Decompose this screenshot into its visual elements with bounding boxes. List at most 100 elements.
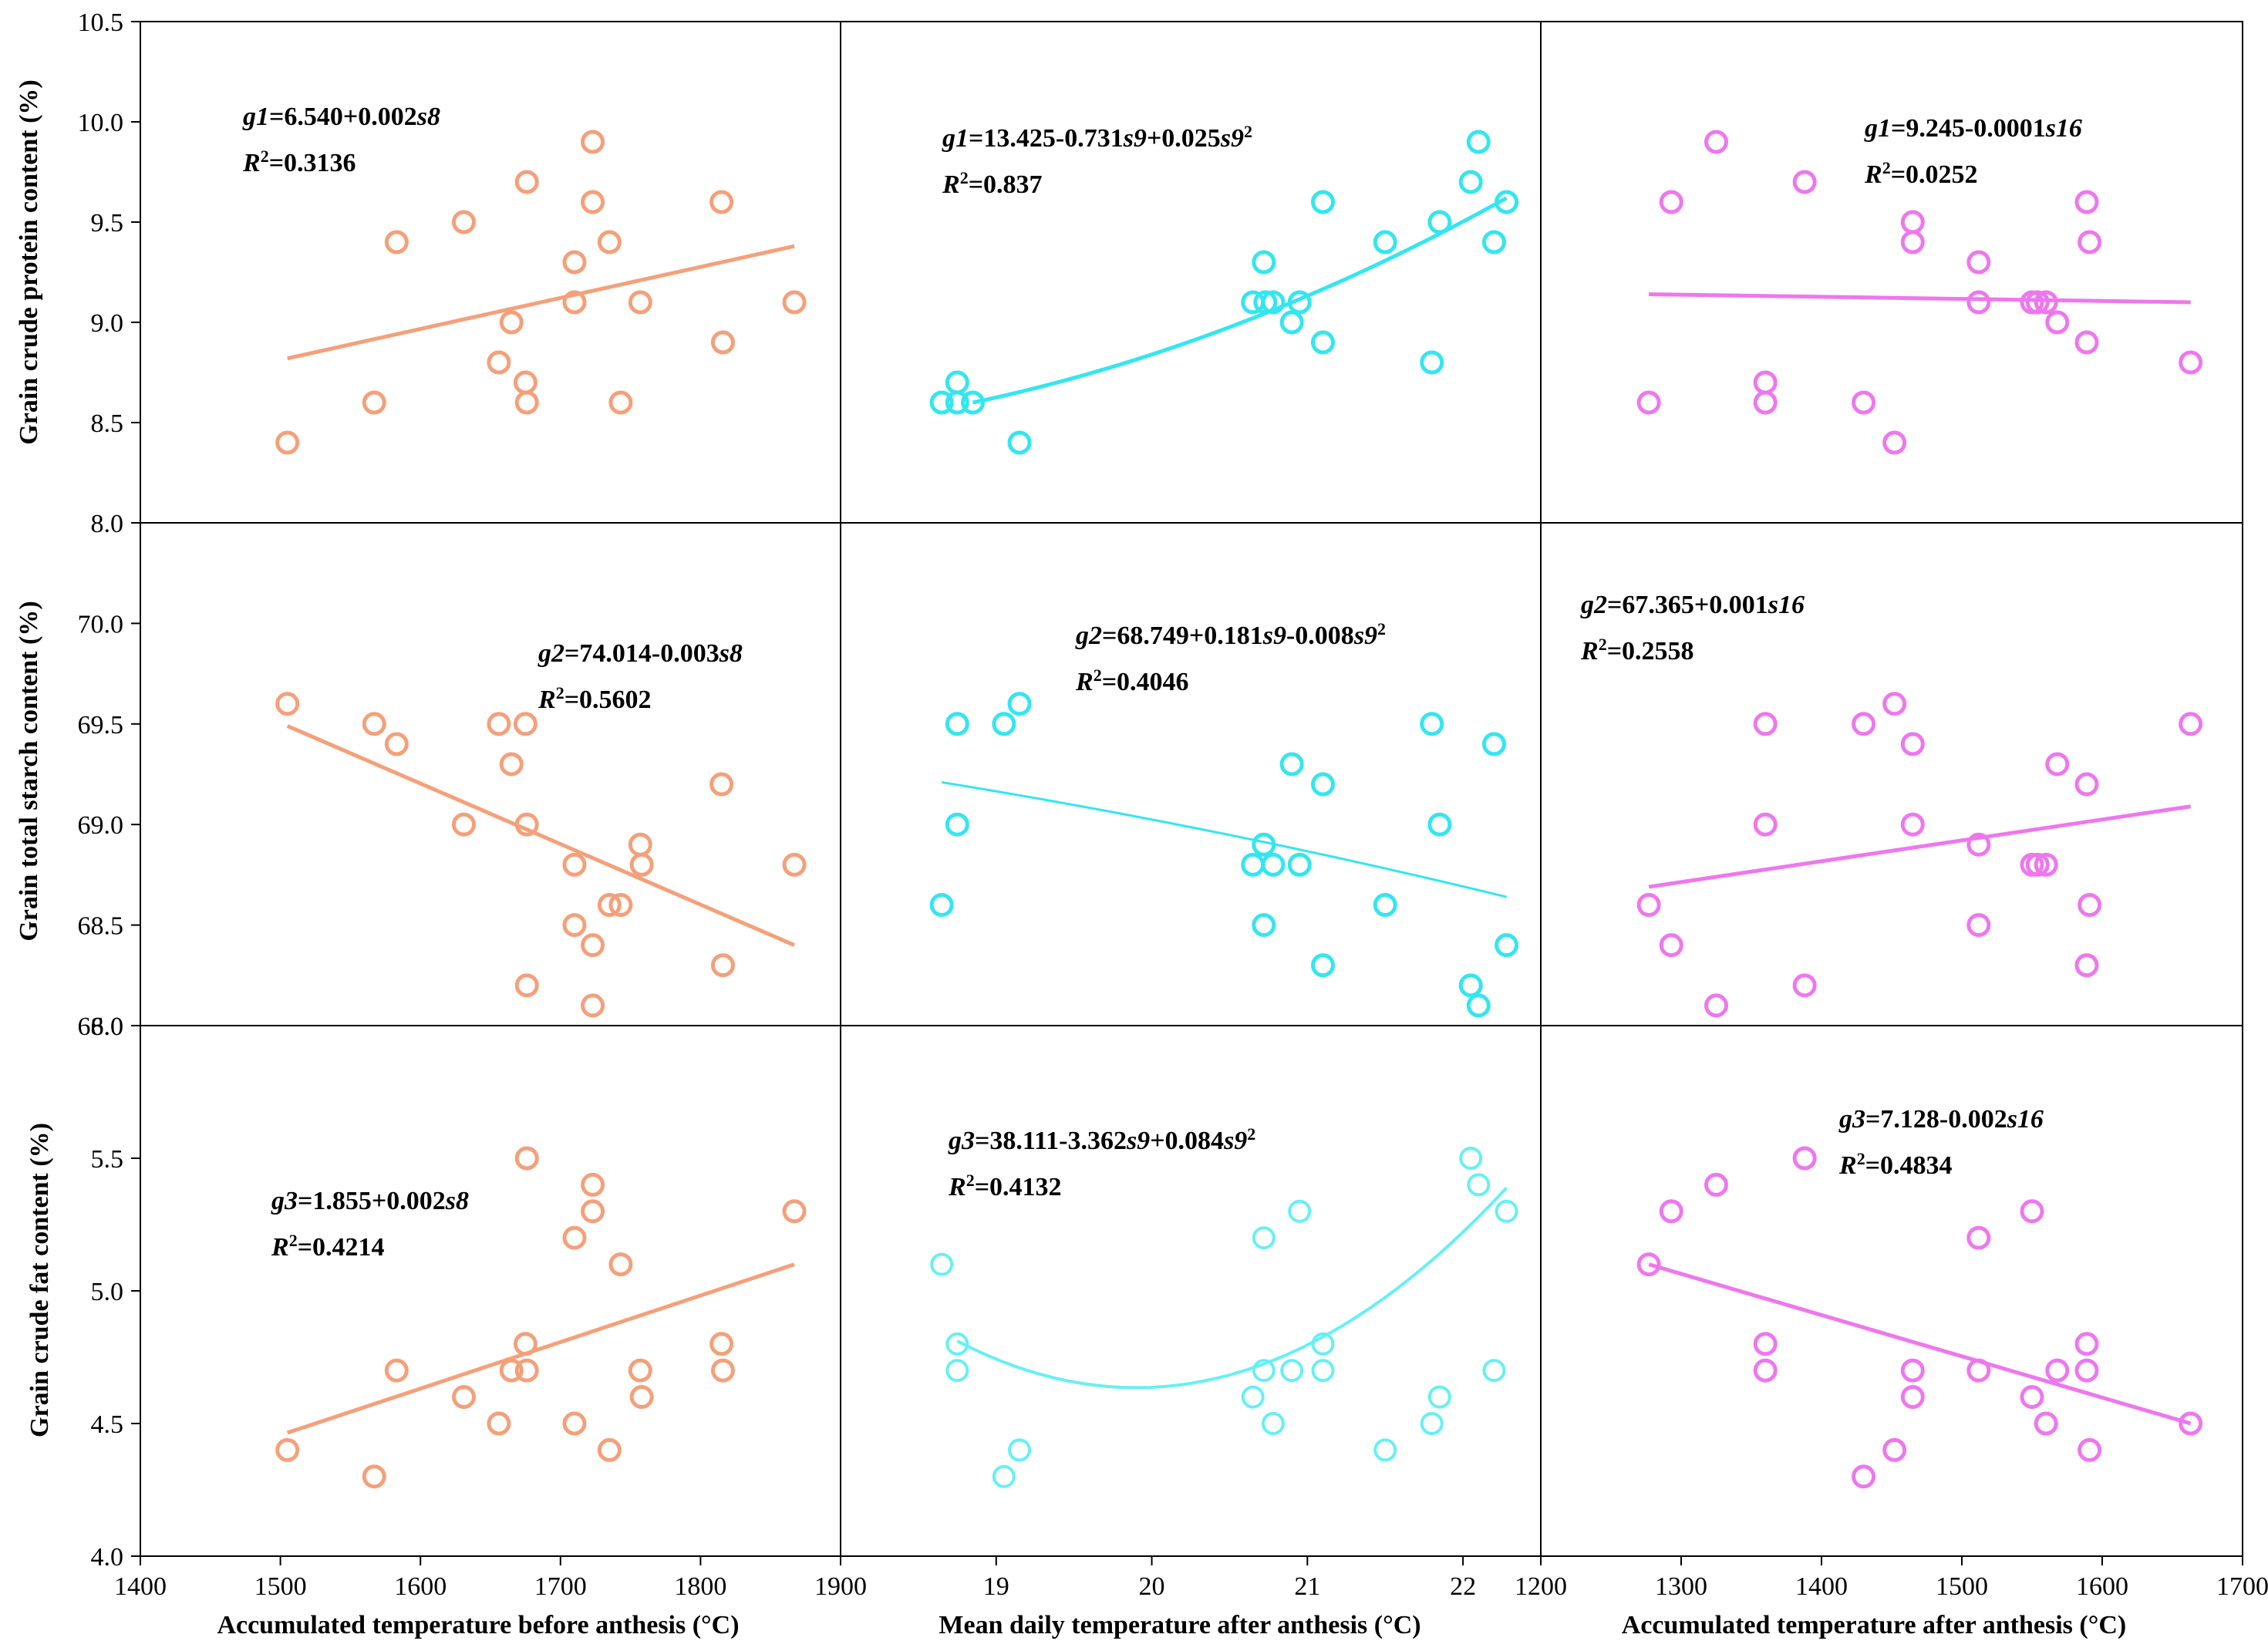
data-point — [1288, 1199, 1312, 1223]
data-point — [384, 1358, 409, 1383]
eq-s: s16 — [2045, 114, 2082, 143]
data-point — [513, 370, 538, 395]
data-point — [945, 1332, 969, 1356]
data-point — [384, 732, 409, 756]
r2-R: R — [942, 170, 960, 199]
r2-label: R2=0.4834 — [1838, 1149, 1953, 1181]
fit-line — [1648, 804, 2192, 889]
panel-0-2: g1=9.245-0.0001s16 R2=0.0252 — [1636, 114, 2203, 455]
data-point — [2179, 350, 2203, 375]
x-tick-label: 22 — [1450, 1572, 1476, 1601]
data-point — [451, 210, 476, 234]
eq-g: g3 — [948, 1127, 975, 1155]
eq-body: =74.014-0.003 — [564, 639, 719, 668]
data-point — [2045, 752, 2070, 777]
eq-body: =1.855+0.002 — [298, 1187, 446, 1215]
data-point — [1458, 973, 1483, 998]
equation-label: g2=74.014-0.003s8 — [538, 639, 743, 668]
r2-value: =0.3136 — [269, 149, 356, 177]
eq-sup: 2 — [1377, 619, 1386, 638]
data-point — [1900, 210, 1925, 234]
panels: g1=6.540+0.002s8R2=0.3136g1=13.425-0.731… — [242, 103, 2203, 1489]
data-point — [487, 1411, 511, 1436]
data-point — [1852, 712, 1876, 736]
data-point — [1852, 390, 1876, 415]
data-point — [1636, 893, 1661, 918]
r2-R: R — [1075, 668, 1094, 696]
r2-value: =0.4046 — [1102, 668, 1189, 696]
y-tick-label: 10.0 — [78, 109, 124, 137]
data-point — [2179, 1411, 2203, 1436]
data-point — [945, 390, 969, 415]
data-point — [1900, 230, 1925, 254]
data-point — [487, 350, 511, 375]
eq-tail: +0.025 — [1147, 124, 1221, 153]
data-point — [929, 893, 954, 918]
data-point — [2034, 852, 2058, 877]
eq-s: s8 — [719, 639, 743, 668]
eq-g: g1 — [942, 124, 969, 153]
data-point — [945, 1359, 969, 1383]
data-point — [629, 1385, 654, 1410]
data-point — [608, 893, 633, 918]
data-point — [1311, 330, 1336, 355]
data-point — [710, 953, 735, 978]
data-point — [499, 1358, 524, 1383]
data-point — [2078, 893, 2102, 918]
eq-s: s16 — [1768, 591, 1805, 619]
data-point — [1792, 170, 1817, 194]
data-point — [1241, 852, 1265, 877]
data-point — [1481, 230, 1506, 254]
y-tick-label: 8.0 — [91, 510, 124, 538]
fit-line — [1648, 1262, 2192, 1426]
data-point — [487, 712, 511, 736]
eq-sup: 2 — [1244, 122, 1252, 141]
r2-sup: 2 — [1599, 635, 1607, 654]
data-point — [1482, 1359, 1506, 1383]
data-point — [581, 130, 605, 154]
data-point — [1900, 1358, 1925, 1383]
data-point — [1792, 1146, 1817, 1171]
data-point — [1966, 832, 1991, 857]
y-tick-label: 8.5 — [91, 409, 124, 438]
data-point — [782, 290, 807, 315]
y-label-starch: Grain total starch content (%) — [15, 601, 43, 941]
data-point — [1753, 1358, 1778, 1383]
data-point — [581, 1199, 605, 1224]
r2-R: R — [1864, 160, 1882, 189]
data-point — [1311, 190, 1336, 214]
data-point — [562, 913, 587, 938]
data-point — [1253, 290, 1278, 315]
data-point — [782, 1199, 807, 1224]
y-tick-label: 5.0 — [91, 1278, 124, 1306]
x-tick-label: 1400 — [114, 1572, 167, 1601]
eq-g: g3 — [271, 1187, 298, 1215]
data-point — [514, 1146, 539, 1171]
data-point — [2074, 772, 2099, 797]
eq-body: =68.749+0.181 — [1102, 622, 1263, 650]
r2-label: R2=0.5602 — [538, 683, 652, 715]
data-point — [1373, 893, 1397, 918]
equation-label: g1=13.425-0.731s9+0.025s92 — [942, 122, 1252, 153]
data-point — [1252, 832, 1276, 857]
equation-label: g3=38.111-3.362s9+0.084s92 — [948, 1124, 1255, 1156]
data-point — [1252, 1226, 1276, 1250]
data-point — [945, 712, 969, 736]
data-point — [710, 330, 735, 355]
data-point — [1007, 430, 1032, 455]
r2-value: =0.0252 — [1891, 160, 1978, 189]
data-point — [1287, 852, 1312, 877]
data-point — [2078, 1437, 2102, 1462]
x-tick-label: 1800 — [674, 1572, 726, 1601]
data-point — [1252, 1359, 1276, 1383]
eq-s: s16 — [2007, 1105, 2044, 1134]
panel-1-2: g2=67.365+0.001s16 R2=0.2558 — [1580, 591, 2203, 1018]
data-point — [1279, 752, 1304, 777]
data-point — [1792, 973, 1817, 998]
plot-frame — [140, 21, 2243, 1557]
data-point — [1966, 290, 1991, 315]
eq-g: g1 — [1864, 114, 1891, 143]
x-tick-label: 1600 — [2076, 1572, 2128, 1601]
data-point — [709, 772, 734, 797]
